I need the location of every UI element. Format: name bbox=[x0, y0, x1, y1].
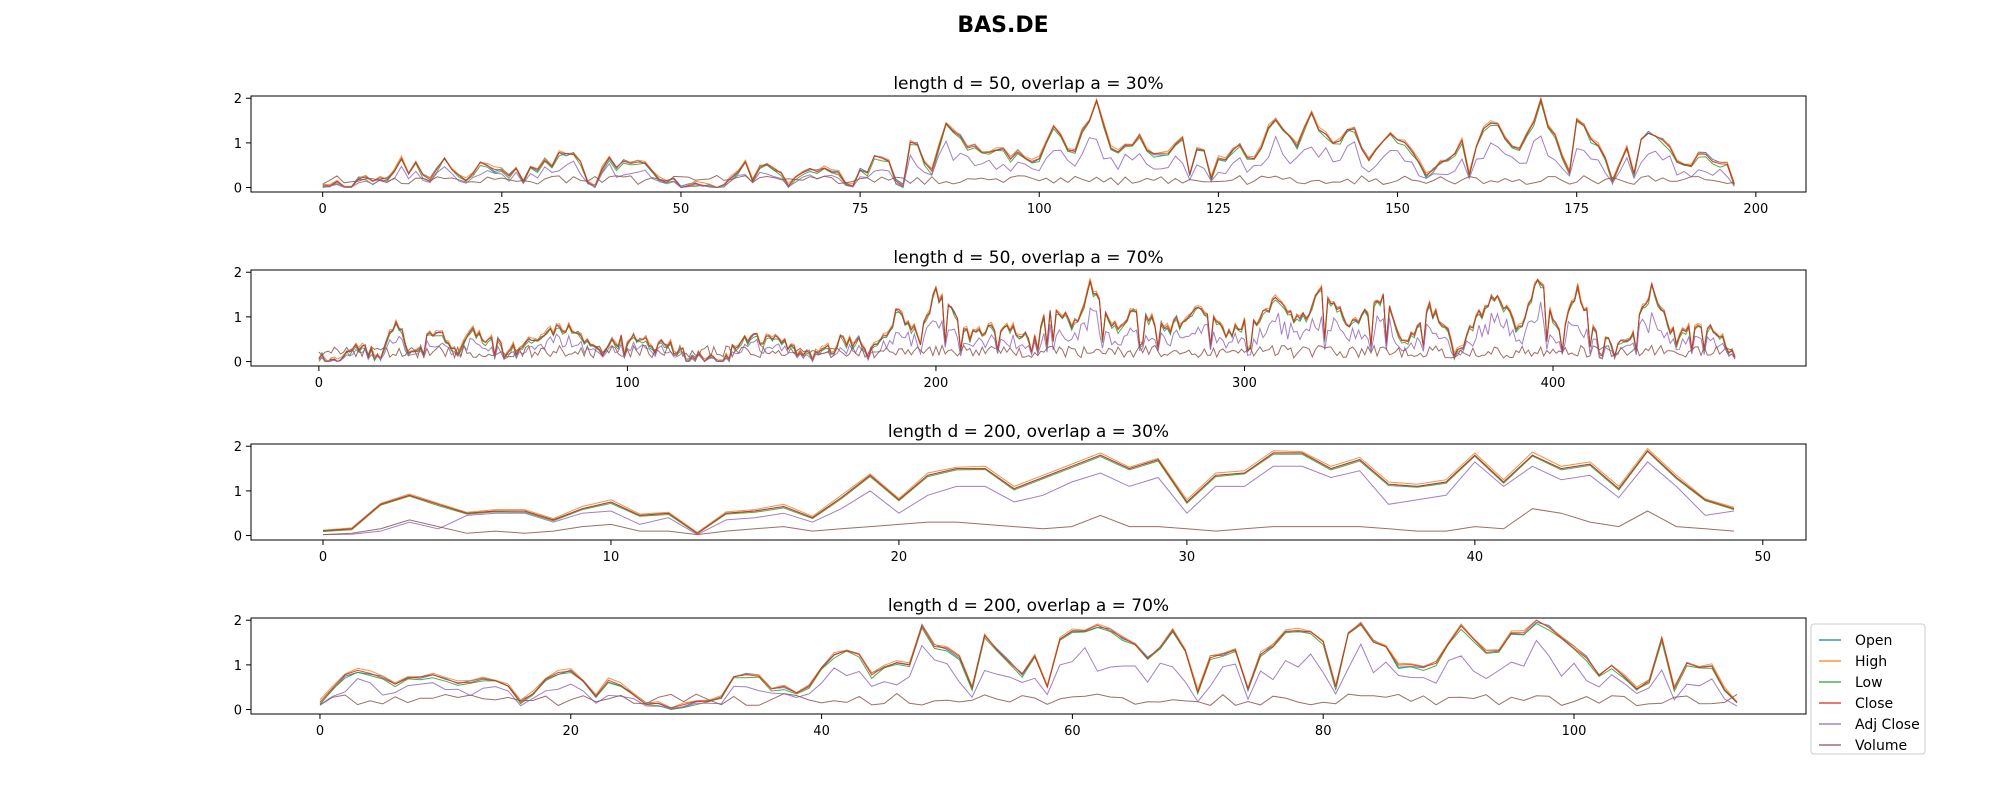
x-tick-label: 20 bbox=[563, 724, 580, 739]
x-tick-label: 150 bbox=[1385, 202, 1410, 217]
x-tick-label: 50 bbox=[673, 202, 690, 217]
x-tick-label: 400 bbox=[1541, 376, 1566, 391]
x-tick-label: 60 bbox=[1064, 724, 1081, 739]
y-tick-label: 1 bbox=[234, 659, 242, 674]
x-tick-label: 80 bbox=[1315, 724, 1332, 739]
series-line-adj-close bbox=[323, 462, 1734, 535]
series-line-close bbox=[323, 451, 1734, 534]
y-tick-label: 0 bbox=[234, 356, 242, 371]
x-tick-label: 30 bbox=[1179, 550, 1196, 565]
series-line-volume bbox=[323, 176, 1735, 185]
y-tick-label: 2 bbox=[234, 614, 242, 629]
figure-title: BAS.DE bbox=[957, 13, 1048, 38]
x-tick-label: 0 bbox=[319, 550, 327, 565]
legend-label: High bbox=[1855, 654, 1887, 670]
series-line-close bbox=[323, 99, 1735, 188]
x-tick-label: 125 bbox=[1206, 202, 1231, 217]
x-tick-label: 100 bbox=[1562, 724, 1587, 739]
series-line-adj-close bbox=[320, 640, 1737, 708]
y-tick-label: 1 bbox=[234, 311, 242, 326]
y-tick-label: 2 bbox=[234, 440, 242, 455]
x-tick-label: 10 bbox=[603, 550, 620, 565]
y-tick-label: 0 bbox=[234, 530, 242, 545]
subplot-title: length d = 50, overlap a = 30% bbox=[893, 74, 1163, 94]
x-tick-label: 25 bbox=[494, 202, 511, 217]
x-tick-label: 300 bbox=[1232, 376, 1257, 391]
x-tick-label: 40 bbox=[813, 724, 830, 739]
legend-label: Volume bbox=[1855, 738, 1907, 754]
axes-frame bbox=[251, 444, 1806, 540]
legend-label: Open bbox=[1855, 633, 1892, 649]
x-tick-label: 0 bbox=[315, 376, 323, 391]
x-tick-label: 20 bbox=[891, 550, 908, 565]
subplot-3: length d = 200, overlap a = 30%0 10 20 30 40… bbox=[234, 422, 1806, 565]
y-tick-label: 0 bbox=[234, 704, 242, 719]
y-tick-label: 1 bbox=[234, 485, 242, 500]
x-tick-label: 40 bbox=[1467, 550, 1484, 565]
legend-label: Adj Close bbox=[1855, 717, 1920, 733]
axes-frame bbox=[251, 270, 1806, 366]
subplot-title: length d = 200, overlap a = 30% bbox=[888, 422, 1169, 442]
subplot-1: length d = 50, overlap a = 30% 0 25 50 75 100… bbox=[234, 74, 1806, 217]
subplot-4: length d = 200, overlap a = 70%0 20 40 60 80… bbox=[234, 596, 1806, 739]
legend-label: Close bbox=[1855, 696, 1893, 712]
series-line-adj-close bbox=[319, 302, 1735, 362]
x-tick-label: 75 bbox=[852, 202, 869, 217]
series-line-low bbox=[323, 101, 1735, 187]
legend-label: Low bbox=[1855, 675, 1883, 691]
subplot-2: length d = 50, overlap a = 70% 0 100 200 300… bbox=[234, 248, 1806, 391]
x-tick-label: 175 bbox=[1564, 202, 1589, 217]
series-line-close bbox=[319, 279, 1735, 361]
subplot-grid: length d = 50, overlap a = 30%0 25 50 75 100… bbox=[234, 74, 1806, 739]
x-tick-label: 100 bbox=[615, 376, 640, 391]
subplot-title: length d = 50, overlap a = 70% bbox=[893, 248, 1163, 268]
y-tick-label: 2 bbox=[234, 266, 242, 281]
x-tick-label: 200 bbox=[924, 376, 949, 391]
y-tick-label: 2 bbox=[234, 92, 242, 107]
series-line-low bbox=[319, 280, 1735, 362]
x-tick-label: 0 bbox=[316, 724, 324, 739]
x-tick-label: 50 bbox=[1755, 550, 1772, 565]
x-tick-label: 200 bbox=[1743, 202, 1768, 217]
x-tick-label: 0 bbox=[319, 202, 327, 217]
series-line-high bbox=[323, 449, 1734, 533]
subplot-title: length d = 200, overlap a = 70% bbox=[888, 596, 1169, 616]
x-tick-label: 100 bbox=[1027, 202, 1052, 217]
legend: Open High Low Close Adj Close Volume bbox=[1811, 624, 1925, 754]
series-line-open bbox=[323, 451, 1734, 534]
y-tick-label: 1 bbox=[234, 137, 242, 152]
y-tick-label: 0 bbox=[234, 182, 242, 197]
series-line-high bbox=[319, 278, 1735, 361]
